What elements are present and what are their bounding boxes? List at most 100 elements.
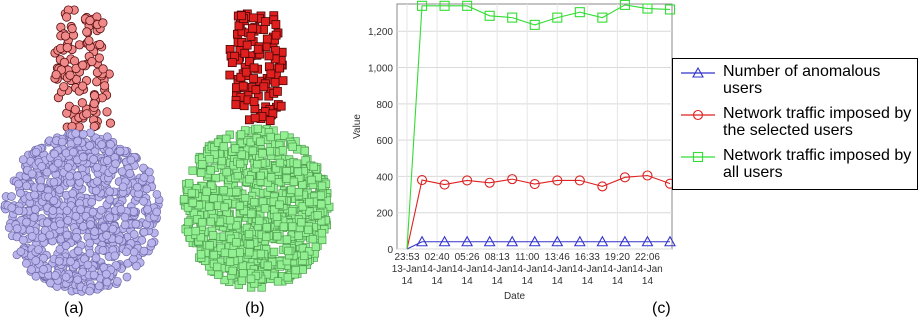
blob-point [27,169,37,179]
plume-point [77,98,87,108]
blob-point [133,182,142,192]
blob-point [83,260,93,270]
y-tick-label: 600 [376,136,393,147]
caption-a: (a) [64,300,84,317]
x-tick-label: 14 [642,276,654,287]
blob-point [152,189,162,199]
blob-point [101,269,111,279]
blob-point [22,217,31,227]
y-axis-label: Value [352,114,363,139]
blob-point [139,227,149,237]
plume-point [102,107,112,117]
blob-point [62,230,72,240]
blob-point [89,155,98,164]
plume-point [78,60,88,70]
blob-point [18,155,28,164]
plume-point [95,39,105,50]
blob-point [85,286,95,296]
blob-point [49,196,59,206]
caption-c: (c) [652,300,671,317]
x-tick-label: 16:33 [575,252,600,263]
x-tick-label: 14-Jan [422,264,453,275]
blob-point [116,204,126,214]
blob-point [16,188,25,198]
blob-point [110,251,120,261]
plume-point [225,70,235,80]
legend-label: Number of anomalous users [723,63,881,97]
blob-point [139,173,149,182]
x-tick-label: 14 [492,276,504,287]
plume-point [84,36,94,46]
legend-label: Network traffic imposed by all users [723,147,912,181]
blob-point [49,177,59,187]
x-tick-label: 14 [582,276,594,287]
plume-point [105,118,116,128]
blob-point [126,155,136,165]
blob-point [122,272,132,282]
plume-point [85,15,95,26]
blob-point [108,224,118,234]
blob-point [90,227,99,236]
blob-point [62,206,72,215]
x-tick-label: 14 [552,276,564,287]
x-tick-label: 14 [431,276,443,287]
blob-point [27,265,36,274]
blob-point [34,245,43,254]
x-tick-label: 13:46 [545,252,570,263]
legend-swatch [681,109,715,121]
blob-point [147,238,157,248]
blob-point [78,152,88,162]
blob-point [114,235,124,245]
x-tick-label: 19:20 [605,252,630,263]
plume-point [82,27,92,37]
blob-point [131,219,141,229]
blob-point [98,246,108,255]
blob-point [31,147,41,157]
plume-point [59,82,69,92]
plume-point [92,77,102,87]
blob-point [7,203,17,213]
blob-point [63,162,73,172]
blob-point [29,213,39,222]
blob-point [120,220,130,230]
blob-point [12,224,22,233]
blob-point [36,183,46,192]
blob-point [65,171,74,181]
x-tick-label: 05:26 [455,252,480,263]
x-tick-label: 11:00 [515,252,540,263]
blob-point [18,235,28,245]
blob-point [123,258,133,268]
blob-point [72,232,81,242]
blob-point [142,184,152,194]
blob-point [125,169,135,178]
blob-point [61,241,71,251]
blob-point [39,265,48,274]
blob-point [53,158,63,168]
blob-point [42,167,52,177]
blob-point [27,232,37,241]
blob-point [143,205,152,214]
blob-point [139,196,148,206]
y-tick-label: 800 [376,100,393,111]
plume-point [82,109,92,119]
blob-point [89,270,99,280]
y-tick-label: 1,000 [368,64,393,75]
blob-point [152,207,162,217]
x-tick-label: 02:40 [425,252,450,263]
blob-point [129,230,139,239]
blob-point [94,281,104,291]
blob-point [91,253,101,263]
x-tick-label: 14 [612,276,624,287]
y-tick-label: 200 [376,209,393,220]
blob-point [111,159,120,169]
plume-point [62,12,72,22]
blob-point [139,246,149,256]
blob-point [92,162,102,172]
blob-point [105,213,115,223]
blob-point [55,185,64,195]
blob-point [71,211,81,221]
plume-point [62,43,72,53]
blob-point [76,205,85,214]
blob-point [105,195,115,204]
plume-point [78,81,88,91]
